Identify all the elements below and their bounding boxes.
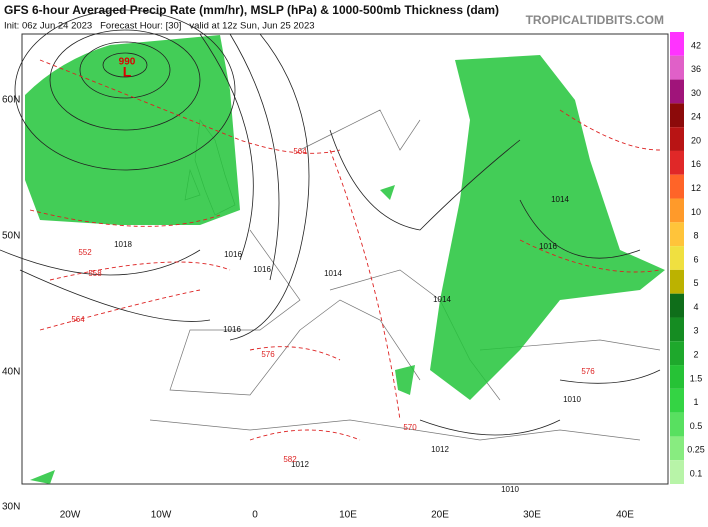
lon-label: 20W: [60, 510, 81, 521]
colorbar-label: 1: [693, 397, 698, 407]
colorbar-label: 8: [693, 231, 698, 241]
title: GFS 6-hour Averaged Precip Rate (mm/hr),…: [4, 3, 499, 17]
colorbar-label: 30: [691, 88, 701, 98]
lat-label: 40N: [2, 367, 20, 378]
isobars: [0, 9, 661, 436]
thickness-label: 576: [261, 350, 275, 359]
lat-label: 50N: [2, 231, 20, 242]
colorbar-swatch: [670, 174, 684, 199]
isobar-label: 1012: [291, 460, 309, 469]
lon-label: 0: [252, 510, 258, 521]
thickness-lines: [29, 59, 661, 441]
lon-label: 40E: [616, 510, 634, 521]
lon-label: 10W: [151, 510, 172, 521]
colorbar-swatch: [670, 198, 684, 223]
colorbar-label: 2: [693, 350, 698, 360]
colorbar-swatch: [670, 460, 684, 484]
lon-label: 30E: [523, 510, 541, 521]
low-pressure: 990: [119, 57, 136, 68]
colorbar-swatch: [670, 317, 684, 342]
colorbar-label: 0.1: [690, 468, 703, 478]
colorbar-swatch: [670, 79, 684, 104]
precip-area: [430, 55, 665, 400]
colorbar-swatch: [670, 269, 684, 294]
colorbar-label: 0.25: [687, 445, 705, 455]
lon-label: 10E: [339, 510, 357, 521]
colorbar-label: 10: [691, 207, 701, 217]
colorbar-label: 20: [691, 135, 701, 145]
map-area: 990 L: [0, 9, 669, 485]
colorbar-label: 5: [693, 278, 698, 288]
colorbar-label: 12: [691, 183, 701, 193]
colorbar-label: 3: [693, 326, 698, 336]
colorbar-swatch: [670, 246, 684, 270]
isobar-label: 1016: [223, 325, 241, 334]
colorbar-label: 36: [691, 64, 701, 74]
thickness-label: 582: [283, 455, 297, 464]
colorbar-swatch: [670, 32, 684, 56]
isobar-label: 1012: [431, 445, 449, 454]
isobar-label: 1010: [563, 395, 581, 404]
isobar-label: 1016: [253, 265, 271, 274]
isobar-label: 1016: [224, 250, 242, 259]
colorbar: 42 36 30 24 20 16 12 10 8 6 5 4 3 2 1.5 1 0.5 0.25 0.1: [670, 32, 705, 484]
isobar-label: 1014: [551, 195, 569, 204]
lat-label: 30N: [2, 502, 20, 513]
thickness-label: 558: [88, 269, 102, 278]
colorbar-swatch: [670, 365, 684, 389]
colorbar-swatch: [670, 103, 684, 128]
isobar-label: 1014: [433, 295, 451, 304]
colorbar-label: 42: [691, 40, 701, 50]
colorbar-label: 24: [691, 112, 701, 122]
thickness-label: 576: [581, 367, 595, 376]
isobar-label: 1014: [324, 269, 342, 278]
colorbar-swatch: [670, 150, 684, 175]
colorbar-swatch: [670, 127, 684, 151]
colorbar-swatch: [670, 436, 684, 461]
isobar-label: 1016: [539, 242, 557, 251]
thickness-label: 570: [403, 423, 417, 432]
thickness-label: 564: [71, 315, 85, 324]
source: TROPICALTIDBITS.COM: [526, 13, 664, 27]
isobar-label: 1010: [501, 485, 519, 494]
lon-label: 20E: [431, 510, 449, 521]
colorbar-swatch: [670, 412, 684, 437]
colorbar-swatch: [670, 55, 684, 80]
low-symbol: L: [123, 64, 132, 80]
colorbar-label: 4: [693, 302, 698, 312]
colorbar-swatch: [670, 388, 684, 413]
thickness-label: 552: [78, 248, 92, 257]
colorbar-label: 0.5: [690, 421, 703, 431]
subtitle: Init: 06z Jun 24 2023 Forecast Hour: [30…: [4, 21, 315, 32]
lat-label: 60N: [2, 95, 20, 106]
colorbar-swatch: [670, 341, 684, 366]
colorbar-swatch: [670, 222, 684, 247]
colorbar-label: 16: [691, 159, 701, 169]
isobar-label: 1018: [114, 240, 132, 249]
colorbar-swatch: [670, 293, 684, 318]
colorbar-label: 6: [693, 254, 698, 264]
colorbar-label: 1.5: [690, 373, 703, 383]
thickness-label: 564: [293, 147, 307, 156]
